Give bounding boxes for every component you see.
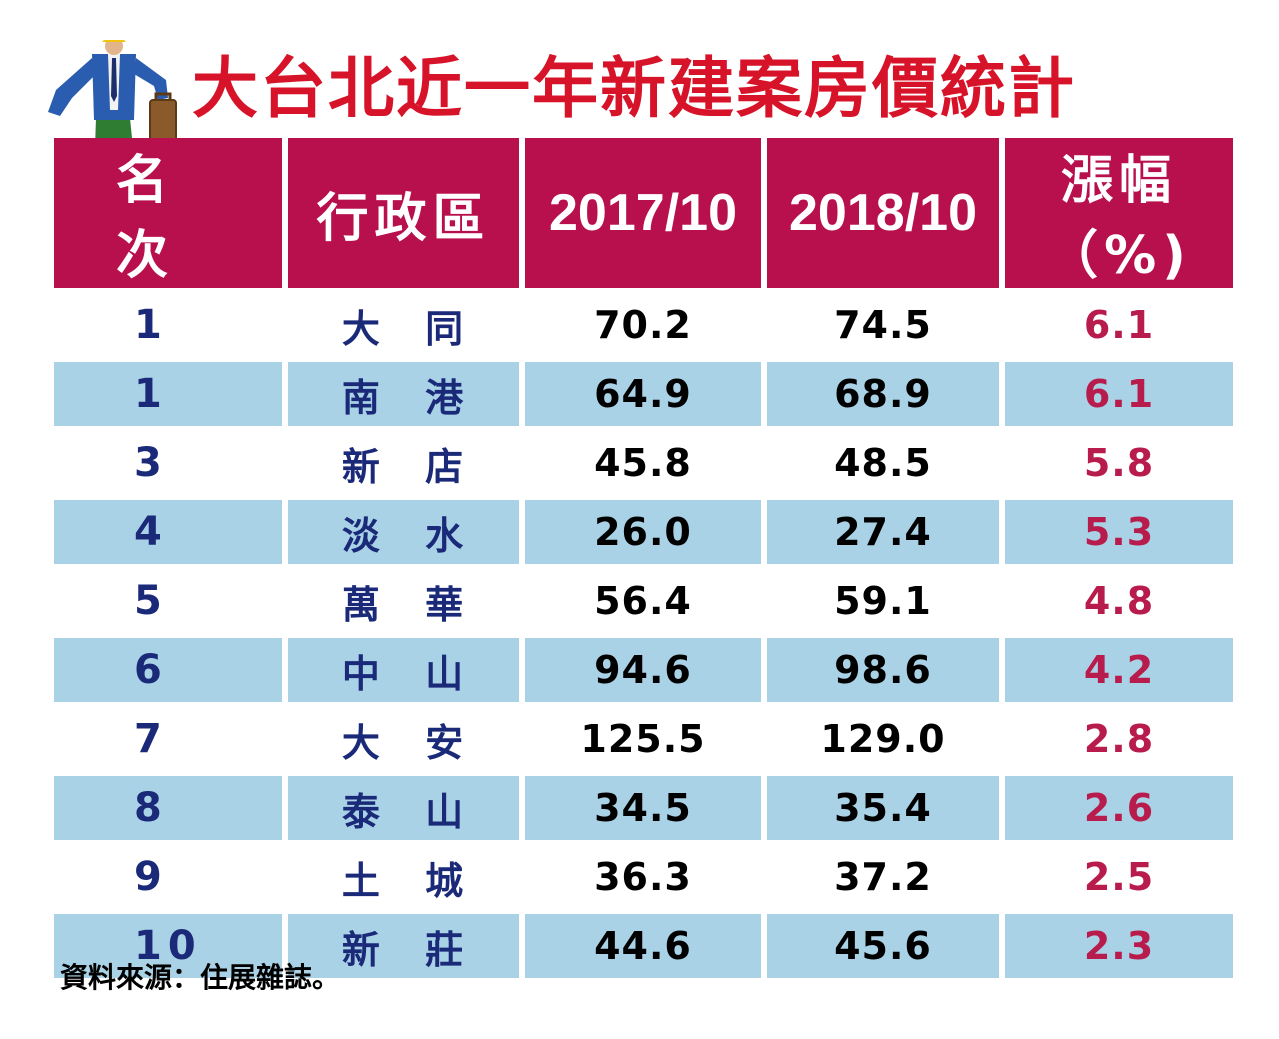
value-2017-cell: 125.5 bbox=[525, 707, 761, 771]
value-2017-cell: 94.6 bbox=[525, 638, 761, 702]
value-2017-cell: 34.5 bbox=[525, 776, 761, 840]
value-2018-cell: 27.4 bbox=[767, 500, 999, 564]
rank-cell: 4 bbox=[54, 500, 282, 564]
value-2017-cell: 70.2 bbox=[525, 293, 761, 357]
value-2018-cell: 35.4 bbox=[767, 776, 999, 840]
value-2017-cell: 36.3 bbox=[525, 845, 761, 909]
growth-pct-cell: 5.8 bbox=[1005, 431, 1233, 495]
value-2017-cell: 26.0 bbox=[525, 500, 761, 564]
growth-pct-cell: 6.1 bbox=[1005, 293, 1233, 357]
value-2018-cell: 129.0 bbox=[767, 707, 999, 771]
rank-cell: 3 bbox=[54, 431, 282, 495]
rank-cell: 1 bbox=[54, 293, 282, 357]
value-2018-cell: 48.5 bbox=[767, 431, 999, 495]
value-2018-cell: 45.6 bbox=[767, 914, 999, 978]
value-2017-cell: 64.9 bbox=[525, 362, 761, 426]
table-row: 10 新 莊 44.6 45.6 2.3 bbox=[54, 914, 1233, 978]
column-header-district: 行政區 bbox=[288, 138, 519, 288]
district-cell: 新 店 bbox=[288, 431, 519, 495]
column-header-rank: 名 次 bbox=[54, 138, 282, 288]
growth-pct-cell: 4.8 bbox=[1005, 569, 1233, 633]
growth-pct-cell: 2.5 bbox=[1005, 845, 1233, 909]
value-2018-cell: 74.5 bbox=[767, 293, 999, 357]
district-cell: 中 山 bbox=[288, 638, 519, 702]
column-header-growth-pct: 漲幅（%) bbox=[1005, 138, 1233, 288]
rank-cell: 5 bbox=[54, 569, 282, 633]
district-cell: 土 城 bbox=[288, 845, 519, 909]
data-source-note: 資料來源：住展雜誌。 bbox=[60, 961, 341, 994]
value-2017-cell: 45.8 bbox=[525, 431, 761, 495]
growth-pct-cell: 2.8 bbox=[1005, 707, 1233, 771]
growth-pct-cell: 2.6 bbox=[1005, 776, 1233, 840]
chart-title: 大台北近一年新建案房價統計 bbox=[192, 50, 1076, 127]
column-header-2018-10: 2018/10 bbox=[767, 138, 999, 288]
district-cell: 淡 水 bbox=[288, 500, 519, 564]
rank-cell: 9 bbox=[54, 845, 282, 909]
district-cell: 萬 華 bbox=[288, 569, 519, 633]
table-header-row: 名 次 行政區 2017/10 2018/10 漲幅（%) bbox=[54, 138, 1233, 288]
value-2018-cell: 59.1 bbox=[767, 569, 999, 633]
district-cell: 泰 山 bbox=[288, 776, 519, 840]
growth-pct-cell: 2.3 bbox=[1005, 914, 1233, 978]
rank-cell: 6 bbox=[54, 638, 282, 702]
district-cell: 新 莊 bbox=[288, 914, 519, 978]
value-2018-cell: 37.2 bbox=[767, 845, 999, 909]
growth-pct-cell: 6.1 bbox=[1005, 362, 1233, 426]
rank-cell: 10 bbox=[54, 914, 282, 978]
column-header-2017-10: 2017/10 bbox=[525, 138, 761, 288]
value-2017-cell: 44.6 bbox=[525, 914, 761, 978]
value-2018-cell: 98.6 bbox=[767, 638, 999, 702]
growth-pct-cell: 4.2 bbox=[1005, 638, 1233, 702]
rank-cell: 8 bbox=[54, 776, 282, 840]
district-cell: 南 港 bbox=[288, 362, 519, 426]
value-2017-cell: 56.4 bbox=[525, 569, 761, 633]
rank-cell: 1 bbox=[54, 362, 282, 426]
value-2018-cell: 68.9 bbox=[767, 362, 999, 426]
district-cell: 大 同 bbox=[288, 293, 519, 357]
rank-cell: 7 bbox=[54, 707, 282, 771]
growth-pct-cell: 5.3 bbox=[1005, 500, 1233, 564]
district-cell: 大 安 bbox=[288, 707, 519, 771]
